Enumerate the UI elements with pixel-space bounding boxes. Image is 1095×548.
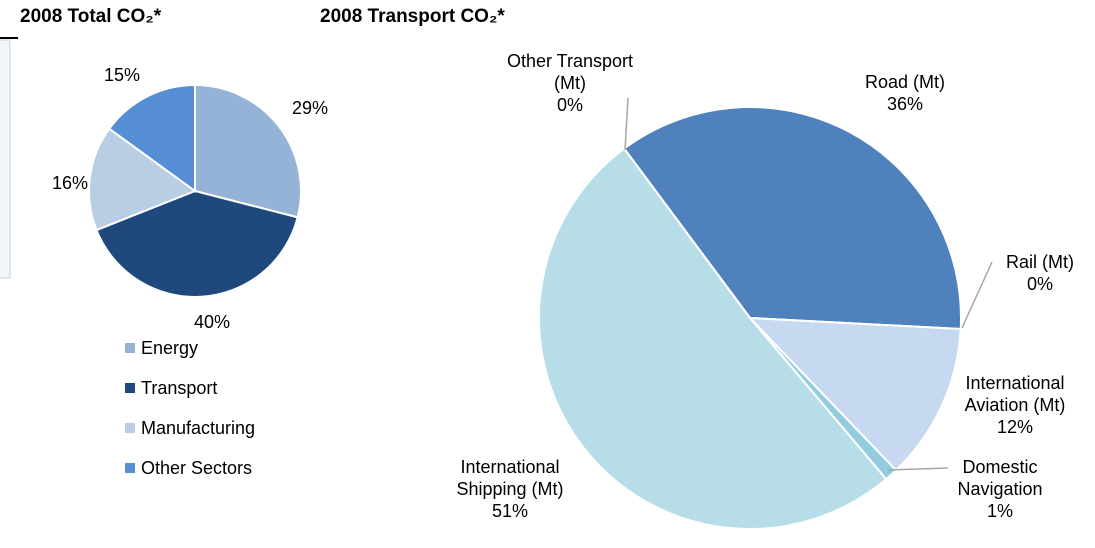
pie-slice [107, 83, 196, 193]
pie-slice [747, 316, 962, 472]
pie-slice [622, 106, 962, 331]
legend-swatch [125, 423, 135, 433]
pie-slice [538, 147, 888, 530]
legend-label: Energy [141, 338, 199, 358]
chart-title: 2008 Total CO₂* [20, 6, 162, 27]
slice-label: Road (Mt) [864, 72, 945, 92]
value-label: 1% [986, 501, 1013, 521]
value-label: 0% [1026, 274, 1053, 294]
value-label: 29% [291, 98, 329, 118]
leader-line [624, 97, 629, 151]
value-label: 36% [886, 94, 924, 114]
value-label: 16% [51, 173, 89, 193]
value-label: 12% [996, 417, 1034, 437]
slice-label: Rail (Mt) [1006, 252, 1074, 272]
value-label: 15% [103, 65, 141, 85]
legend-swatch [125, 463, 135, 473]
leader-line [887, 467, 949, 471]
legend-label: Transport [141, 378, 218, 398]
slice-label: International Shipping (Mt) [456, 457, 564, 499]
chart-title: 2008 Transport CO₂* [320, 6, 505, 27]
legend-swatch [125, 383, 135, 393]
legend-label: Other Sectors [141, 458, 253, 478]
legend-swatch [125, 343, 135, 353]
legend-label: Manufacturing [141, 418, 256, 438]
pie-slice [95, 189, 299, 298]
value-label: 51% [491, 501, 529, 521]
frame-edge [0, 39, 11, 279]
pie-slice [194, 83, 302, 219]
slice-label: International Aviation (Mt) [964, 373, 1066, 415]
slice-label: Other Transport (Mt) [506, 51, 634, 93]
slice-label: Domestic Navigation [957, 457, 1043, 499]
pie-slice [623, 148, 751, 319]
value-label: 40% [193, 312, 231, 332]
value-label: 0% [556, 95, 583, 115]
leader-line [961, 261, 993, 329]
pie-slice [88, 127, 198, 232]
